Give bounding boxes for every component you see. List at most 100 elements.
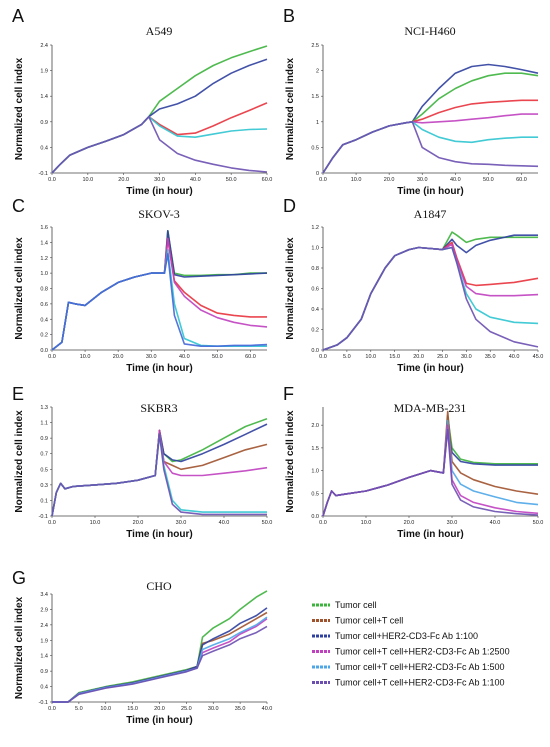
legend-label: Tumor cell+T cell+HER2-CD3-Fc Ab 1:2500 [335,647,510,657]
y-tick-label: 1.3 [40,405,48,411]
panel-letter: D [283,196,296,216]
x-tick-label: 50.0 [533,520,544,526]
y-tick-label: 1.4 [40,654,48,660]
series-line [322,63,539,174]
y-tick-label: 0.5 [311,491,319,497]
series-line [322,99,538,174]
x-tick-label: 0.0 [48,177,56,183]
series-line [322,121,539,174]
series-line [51,115,268,174]
y-tick-label: 0.7 [40,452,48,458]
y-axis-label: Normalized cell index [285,410,296,513]
chart-title: NCI-H460 [404,24,455,38]
legend: Tumor cell Tumor cell+T cell Tumor cell+HE… [312,600,510,688]
y-tick-label: 0.0 [311,348,319,354]
x-tick-label: 0.0 [48,520,56,526]
x-axis-label: Time (in hour) [126,529,192,540]
y-tick-label: 1.9 [40,69,48,75]
y-tick-label: 0.5 [311,145,319,151]
x-tick-label: 30.0 [461,354,472,360]
series-line [52,616,268,703]
series-line [322,246,539,351]
panel-letter: G [12,568,26,588]
y-tick-label: 0.9 [40,436,48,442]
series-line [322,246,539,351]
y-tick-label: 0.8 [40,287,48,293]
y-tick-label: 1.0 [311,246,319,252]
legend-label: Tumor cell+T cell [335,616,403,626]
y-axis-label: Normalized cell index [14,410,25,513]
panel-letter: E [12,384,24,404]
y-tick-label: 2.9 [40,607,48,613]
y-axis-label: Normalized cell index [14,596,25,699]
series-line [51,237,268,351]
series-line [52,625,268,703]
chart-title: A1847 [414,207,447,221]
panel-letter: F [283,384,294,404]
legend-item: Tumor cell+T cell+HER2-CD3-Fc Ab 1:500 [312,662,505,672]
y-tick-label: 1.5 [311,446,319,452]
y-tick-label: 1.0 [311,469,319,475]
x-tick-label: 5.0 [343,354,351,360]
series-line [51,433,267,517]
series-line [52,611,268,703]
x-tick-label: 25.0 [181,706,192,712]
x-tick-label: 50.0 [262,520,273,526]
x-tick-label: 10.0 [82,177,93,183]
x-tick-label: 35.0 [485,354,496,360]
series-line [322,243,539,351]
panel-letter: B [283,6,295,26]
series-line [52,590,268,703]
x-axis-label: Time (in hour) [126,363,192,374]
y-tick-label: 0.6 [311,287,319,293]
y-tick-label: -0.1 [39,171,48,177]
series-line [51,115,268,174]
x-tick-label: 50.0 [226,177,237,183]
chart-panel-g: G CHO 0.0 5.0 10.0 15.0 20.0 25.0 30.0 35.0 40.0 -0… [12,568,272,726]
legend-item: Tumor cell [312,600,377,610]
chart-panel-c: C SKOV-3 0.0 10.0 20.0 30.0 40.0 50.0 60.0 0.0 0.2… [12,196,268,374]
series-line [322,419,539,517]
series-line [51,253,268,351]
series-line [322,415,538,517]
y-tick-label: 0.2 [311,328,319,334]
x-tick-label: 40.0 [219,520,230,526]
y-tick-label: 0.4 [40,145,48,151]
x-tick-label: 60.0 [262,177,273,183]
x-tick-label: 50.0 [483,177,494,183]
x-tick-label: 20.0 [413,354,424,360]
x-tick-label: 50.0 [212,354,223,360]
y-tick-label: 2.0 [311,423,319,429]
x-tick-label: 0.0 [319,520,327,526]
y-tick-label: 1.4 [40,240,48,246]
y-tick-label: 1.1 [40,421,48,427]
x-axis-label: Time (in hour) [126,186,192,197]
y-tick-label: 2.4 [40,43,48,49]
y-tick-label: -0.1 [39,514,48,520]
x-tick-label: 10.0 [90,520,101,526]
x-tick-label: 45.0 [533,354,544,360]
x-tick-label: 10.0 [80,354,91,360]
y-tick-label: 0.4 [311,307,319,313]
y-tick-label: 0.6 [40,302,48,308]
y-tick-label: 1.2 [311,225,319,231]
x-tick-label: 40.0 [179,354,190,360]
chart-title: SKBR3 [140,401,177,415]
y-tick-label: 0.1 [40,498,48,504]
x-tick-label: 40.0 [450,177,461,183]
chart-title: MDA-MB-231 [394,401,467,415]
y-axis-label: Normalized cell index [285,57,296,160]
y-tick-label: 1 [316,120,319,126]
y-tick-label: 0.9 [40,669,48,675]
series-line [322,428,539,517]
chart-title: A549 [146,24,173,38]
x-tick-label: 30.0 [417,177,428,183]
y-tick-label: 1.9 [40,638,48,644]
x-tick-label: 40.0 [509,354,520,360]
x-tick-label: 30.0 [208,706,219,712]
chart-panel-b: B NCI-H460 0.0 10.0 20.0 30.0 40.0 50.0 60.0 0 0.5… [283,6,539,197]
series-line [51,433,267,517]
y-tick-label: 0.8 [311,266,319,272]
chart-panel-e: E SKBR3 0.0 10.0 20.0 30.0 40.0 50.0 -0.1 0.1 0.3 0… [12,384,272,540]
